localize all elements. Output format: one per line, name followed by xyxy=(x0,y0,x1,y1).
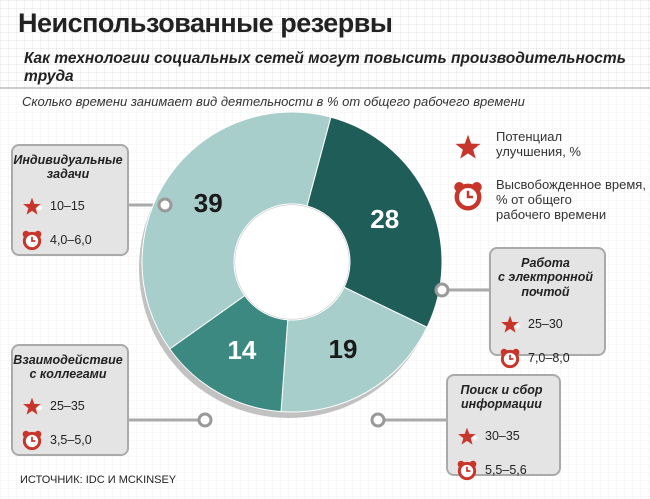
improvement-range: 25–35 xyxy=(50,399,85,413)
star xyxy=(501,315,519,333)
star-icon xyxy=(458,427,478,445)
donut-hole xyxy=(235,205,349,319)
star xyxy=(23,397,41,415)
clock-hands xyxy=(466,190,473,199)
category-label: Индивидуальные задачи xyxy=(13,153,123,182)
clock-icon xyxy=(22,430,42,451)
plus xyxy=(37,405,43,411)
improvement-range: 10–15 xyxy=(50,199,85,213)
subtitle: Как технологии социальных сетей могут по… xyxy=(24,50,626,85)
clock-hands xyxy=(31,436,36,442)
source: ИСТОЧНИК: IDC И MCKINSEY xyxy=(20,474,177,486)
donut-slice xyxy=(306,116,443,328)
clock-icon xyxy=(22,230,42,251)
legend-entry: Высвобожденное время, % от общего рабоче… xyxy=(496,177,646,222)
freed-time-range: 7,0–8,0 xyxy=(528,351,570,365)
star xyxy=(23,197,41,215)
legend-entry: Потенциал улучшения, % xyxy=(496,129,581,159)
connector-dots xyxy=(157,197,450,428)
clock-icon xyxy=(457,460,477,481)
star xyxy=(458,427,476,445)
freed-time-range: 5,5–5,6 xyxy=(485,463,527,477)
clock-hands xyxy=(509,354,514,360)
donut xyxy=(139,111,443,418)
plus xyxy=(475,145,483,153)
donut-slice xyxy=(280,286,428,413)
note: Сколько времени занимает вид деятельност… xyxy=(22,94,525,109)
star-icon xyxy=(23,397,43,415)
star-icon xyxy=(23,197,43,215)
header-background xyxy=(0,0,650,88)
value-label: 39 xyxy=(193,187,223,218)
freed-time-range: 4,0–6,0 xyxy=(50,233,92,247)
star-icon xyxy=(455,134,483,159)
improvement-range: 25–30 xyxy=(528,317,563,331)
value-label: 19 xyxy=(328,334,358,365)
plus xyxy=(515,323,521,329)
freed-time-range: 3,5–5,0 xyxy=(50,433,92,447)
plus xyxy=(37,205,43,211)
value-label: 28 xyxy=(370,203,400,234)
category-label: Взаимодействие с коллегами xyxy=(13,353,123,382)
star xyxy=(455,134,481,159)
donut-slice xyxy=(141,111,332,350)
plus xyxy=(472,435,478,441)
icons xyxy=(22,134,521,481)
category-label: Работа с электронной почтой xyxy=(498,256,593,299)
star-icon xyxy=(501,315,521,333)
title: Неиспользованные резервы xyxy=(18,8,393,38)
callout-boxes xyxy=(11,144,606,476)
clock-hands xyxy=(31,236,36,242)
category-label: Поиск и сбор информации xyxy=(460,383,543,412)
improvement-range: 30–35 xyxy=(485,429,520,443)
clock-hands xyxy=(466,466,471,472)
clock-icon xyxy=(500,348,520,369)
clock-icon xyxy=(454,182,482,211)
value-label: 14 xyxy=(227,334,257,365)
